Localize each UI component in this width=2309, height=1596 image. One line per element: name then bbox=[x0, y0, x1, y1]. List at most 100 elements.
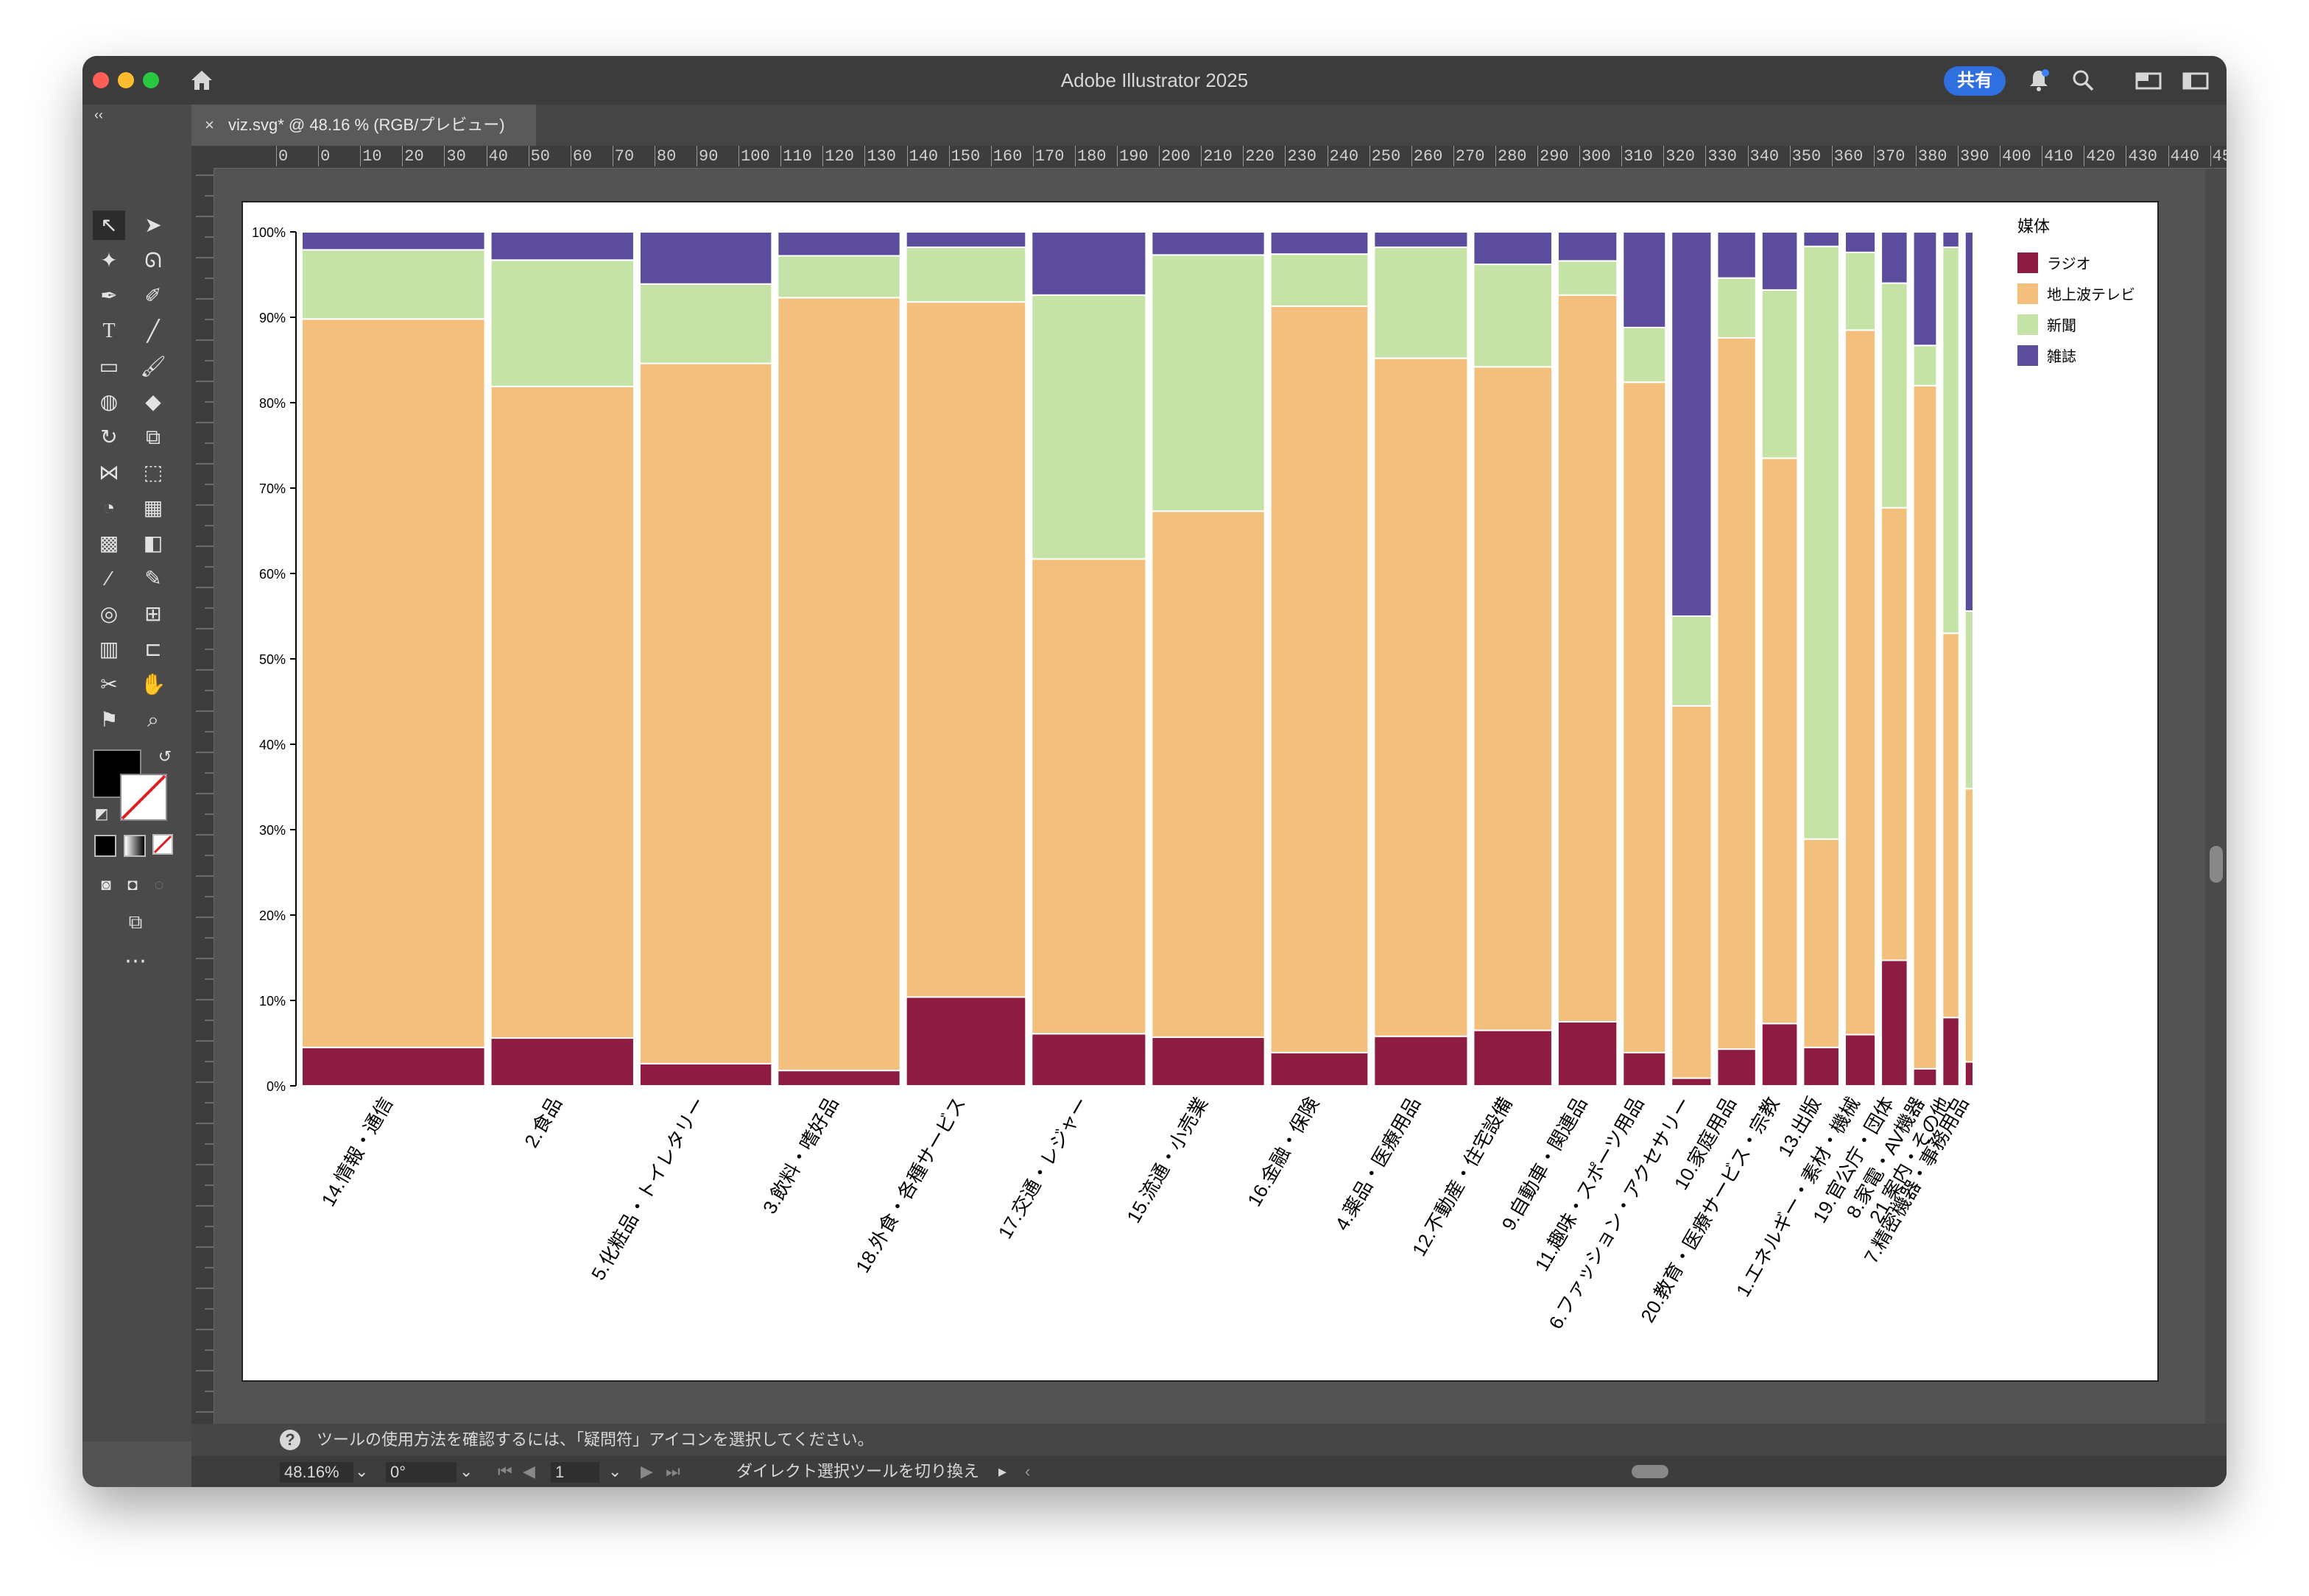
puppet-warp-tool-icon[interactable]: ⚑ bbox=[99, 708, 119, 731]
rotation-dropdown-icon[interactable]: ⌄ bbox=[459, 1462, 473, 1480]
notification-bell-icon[interactable] bbox=[2026, 68, 2051, 93]
bar-segment-ラジオ bbox=[1473, 1029, 1553, 1087]
paintbrush-tool-icon[interactable]: 🖌 bbox=[140, 355, 166, 378]
ruler-tick-label: 230 bbox=[1285, 146, 1316, 166]
minimize-window-button[interactable] bbox=[118, 72, 134, 88]
slice-tool-icon[interactable]: ✂ bbox=[100, 673, 118, 696]
horizontal-scroll-thumb[interactable] bbox=[1632, 1465, 1668, 1478]
vertical-scrollbar[interactable] bbox=[2205, 169, 2227, 1441]
artboard-number-field[interactable]: 1 bbox=[551, 1462, 599, 1483]
magic-wand-tool-icon[interactable]: ✦ bbox=[100, 249, 118, 272]
symbol-sprayer-tool-icon[interactable]: ⊞ bbox=[144, 602, 162, 625]
previous-artboard-icon[interactable]: ◀ bbox=[523, 1462, 535, 1480]
stroke-color-swatch[interactable] bbox=[119, 773, 168, 822]
bar-segment-ラジオ bbox=[490, 1037, 635, 1087]
ruler-tick-label: 220 bbox=[1243, 146, 1275, 166]
y-tick-label: 80% bbox=[259, 396, 286, 411]
curvature-tool-icon[interactable]: ✐ bbox=[144, 284, 162, 307]
screen-mode-icon[interactable]: ⧉ bbox=[128, 911, 143, 933]
last-artboard-icon[interactable]: ⏭ bbox=[666, 1462, 680, 1480]
bar-segment-ラジオ bbox=[1912, 1067, 1938, 1087]
perspective-grid-tool-icon[interactable]: ▦ bbox=[143, 496, 163, 519]
scale-tool-icon[interactable]: ⧉ bbox=[146, 426, 161, 448]
shape-builder-tool-icon[interactable]: ◔ bbox=[102, 496, 116, 519]
measure-tool-icon[interactable]: ✎ bbox=[144, 567, 162, 590]
ruler-tick-label: 390 bbox=[1958, 146, 1989, 166]
document-tab[interactable]: × viz.svg* @ 48.16 % (RGB/プレビュー) bbox=[191, 105, 536, 146]
legend-swatch bbox=[2017, 253, 2038, 273]
bar-segment-新聞 bbox=[1671, 615, 1713, 707]
home-icon[interactable] bbox=[190, 69, 214, 91]
help-question-icon[interactable]: ? bbox=[280, 1430, 300, 1450]
ruler-tick-label: 150 bbox=[948, 146, 981, 166]
draw-behind-icon[interactable]: ◘ bbox=[127, 875, 138, 894]
first-artboard-icon[interactable]: ⏮ bbox=[498, 1462, 512, 1480]
bar-segment-雑誌 bbox=[1880, 231, 1908, 284]
close-tab-button[interactable]: × bbox=[205, 116, 214, 134]
search-icon[interactable] bbox=[2070, 68, 2095, 93]
ruler-tick-label: 90 bbox=[696, 146, 719, 166]
gradient-tool-icon[interactable]: ◧ bbox=[143, 532, 163, 554]
selection-tool-icon[interactable]: ↖ bbox=[93, 211, 125, 240]
draw-inside-icon[interactable]: ◌ bbox=[154, 875, 164, 894]
blend-tool-icon[interactable]: ◎ bbox=[99, 602, 119, 625]
next-artboard-icon[interactable]: ▶ bbox=[641, 1462, 653, 1480]
zoom-field[interactable]: 48.16% bbox=[280, 1462, 353, 1483]
bar-segment-地上波テレビ bbox=[1802, 838, 1840, 1048]
draw-normal-icon[interactable]: ◙ bbox=[101, 875, 111, 894]
color-mode-button[interactable] bbox=[94, 835, 116, 857]
ruler-tick-label: 300 bbox=[1579, 146, 1611, 166]
scroll-left-icon[interactable]: ‹ bbox=[1025, 1462, 1031, 1480]
bar-segment-雑誌 bbox=[1557, 231, 1618, 262]
swap-colors-icon[interactable]: ↺ bbox=[158, 747, 172, 766]
help-bar: ? ツールの使用方法を確認するには、「疑問符」アイコンを選択してください。 bbox=[191, 1424, 2227, 1456]
category-label: 4.薬品・医療用品 bbox=[1330, 1093, 1425, 1234]
type-tool-icon[interactable]: T bbox=[102, 319, 116, 342]
edit-toolbar-icon[interactable]: ⋯ bbox=[124, 949, 147, 973]
legend-label: ラジオ bbox=[2047, 256, 2091, 272]
line-tool-icon[interactable]: ╱ bbox=[147, 319, 160, 342]
none-mode-button[interactable] bbox=[152, 833, 174, 855]
close-window-button[interactable] bbox=[93, 72, 109, 88]
bar-segment-地上波テレビ bbox=[1373, 357, 1469, 1037]
rectangle-tool-icon[interactable]: ▭ bbox=[99, 355, 119, 378]
bar-segment-新聞 bbox=[1912, 345, 1938, 386]
eraser-tool-icon[interactable]: ◆ bbox=[145, 390, 161, 413]
gradient-mode-button[interactable] bbox=[124, 835, 146, 857]
mesh-tool-icon[interactable]: ▩ bbox=[99, 532, 119, 554]
direct-selection-tool-icon[interactable]: ➤ bbox=[144, 213, 162, 236]
artboard[interactable]: 0% 10% 20% 30% 40% 50% 60% 70% 80% 90% 100% 14.情報・通… bbox=[242, 201, 2159, 1382]
zoom-window-button[interactable] bbox=[143, 72, 159, 88]
column-graph-tool-icon[interactable]: ▥ bbox=[99, 638, 119, 660]
window-title: Adobe Illustrator 2025 bbox=[1060, 69, 1249, 91]
bar-segment-地上波テレビ bbox=[490, 385, 635, 1039]
shaper-tool-icon[interactable]: ◍ bbox=[99, 390, 119, 413]
ruler-tick-label: 350 bbox=[1789, 146, 1822, 166]
workspace-switcher-icon[interactable] bbox=[2135, 71, 2162, 91]
ruler-tick-label: 370 bbox=[1873, 146, 1906, 166]
collapse-panel-icon[interactable]: ‹‹ bbox=[94, 107, 103, 122]
eyedropper-tool-icon[interactable]: ⁄ bbox=[107, 567, 111, 590]
ruler-tick-label: 60 bbox=[570, 146, 593, 166]
pen-tool-icon[interactable]: ✒ bbox=[100, 284, 118, 307]
zoom-dropdown-icon[interactable]: ⌄ bbox=[355, 1462, 369, 1480]
bar-segment-新聞 bbox=[490, 259, 635, 387]
default-colors-icon[interactable]: ◩ bbox=[94, 806, 109, 822]
artboard-dropdown-icon[interactable]: ⌄ bbox=[608, 1462, 622, 1480]
hand-tool-icon[interactable]: ✋ bbox=[140, 673, 166, 696]
rotation-field[interactable]: 0° bbox=[386, 1462, 456, 1483]
ruler-tick-label: 400 bbox=[2000, 146, 2031, 166]
width-tool-icon[interactable]: ⋈ bbox=[99, 461, 119, 484]
vertical-ruler[interactable] bbox=[191, 168, 214, 1441]
status-menu-icon[interactable]: ▸ bbox=[998, 1462, 1007, 1480]
vertical-scroll-thumb[interactable] bbox=[2210, 846, 2223, 883]
lasso-tool-icon[interactable]: ᘏ bbox=[144, 249, 162, 272]
document-tab-bar: × viz.svg* @ 48.16 % (RGB/プレビュー) bbox=[191, 105, 2227, 146]
zoom-tool-icon[interactable]: ⌕ bbox=[147, 708, 159, 731]
arrange-documents-icon[interactable] bbox=[2182, 71, 2209, 91]
rotate-tool-icon[interactable]: ↻ bbox=[100, 426, 118, 448]
artboard-tool-icon[interactable]: ⊏ bbox=[144, 638, 162, 660]
share-button[interactable]: 共有 bbox=[1944, 66, 2006, 96]
horizontal-ruler[interactable]: 0 0 10 20 30 40 50 60 70 80 90 100 110 120 130 140 150 16… bbox=[214, 146, 2227, 169]
free-transform-tool-icon[interactable]: ⬚ bbox=[143, 461, 163, 484]
